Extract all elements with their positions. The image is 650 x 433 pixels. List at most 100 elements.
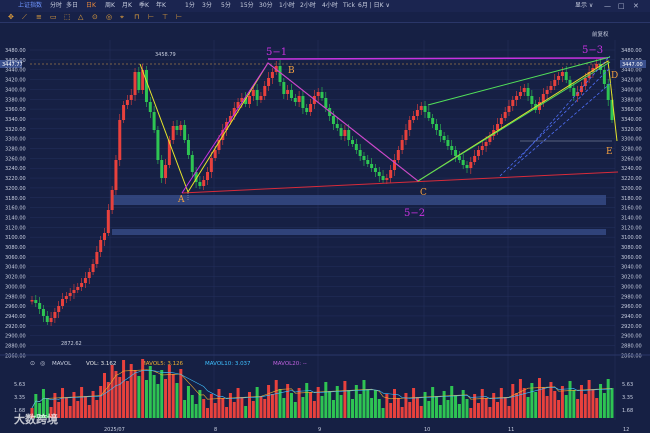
candle-body (30, 300, 34, 302)
line-tool-icon[interactable]: ⟋ (22, 13, 27, 21)
volume-bar (427, 401, 431, 418)
price-tick-left: 3240.00 (5, 166, 26, 172)
volume-bar (103, 373, 106, 418)
circle-tool-icon[interactable]: ⊙ (92, 13, 98, 21)
volume-bar (68, 406, 72, 418)
rect-tool-icon[interactable]: ▭ (50, 13, 57, 21)
volume-bar (263, 399, 267, 418)
left-price-tag: 3447.77 (0, 60, 23, 68)
candle-body (595, 64, 599, 68)
volume-bar (534, 392, 538, 418)
candle-body (110, 190, 114, 210)
period-selector[interactable]: 6月 | 日K ∨ (358, 2, 390, 9)
crosshair-tool-icon[interactable]: ✥ (8, 13, 14, 21)
channel-tool-icon[interactable]: ⊓ (134, 13, 140, 21)
display-menu[interactable]: 显示 ∨ (575, 2, 594, 9)
candle-body (248, 96, 251, 104)
candle-body (389, 170, 393, 178)
volume-bar (431, 387, 435, 418)
volume-bar (122, 360, 126, 418)
fuquan-button[interactable]: 前复权 (592, 30, 609, 38)
volume-bar (499, 388, 503, 418)
ray-tool-icon[interactable]: ⊢ (176, 13, 183, 21)
maximize-icon[interactable]: □ (618, 2, 625, 10)
candle-body (72, 290, 76, 293)
mavol5-value: MAVOL5: 3.126 (141, 361, 184, 367)
candle-body (320, 92, 324, 98)
minimize-icon[interactable]: — (604, 2, 611, 10)
kline-chart[interactable]: 5−1 5−2 5−3 A B C D E 3458.79 2872.62 34… (0, 23, 650, 433)
triangle-tool-icon[interactable]: △ (78, 13, 84, 21)
volume-bar (457, 404, 461, 418)
period-1h[interactable]: 1小时 (279, 2, 295, 9)
volume-bar (297, 388, 301, 418)
target-tool-icon[interactable]: ⌖ (120, 13, 124, 21)
volume-bar (175, 383, 179, 418)
candle-body (103, 233, 106, 240)
period-rik[interactable]: 日K (86, 2, 96, 9)
candle-body (549, 86, 553, 90)
candle-body (381, 176, 385, 180)
magenta-resistance-line[interactable] (267, 57, 609, 60)
volume-bar (57, 402, 61, 418)
candles[interactable] (30, 58, 614, 326)
price-tick: 3100.00 (621, 235, 642, 241)
green-channel-upper[interactable] (427, 56, 611, 106)
period-2h[interactable]: 2小时 (300, 2, 316, 9)
period-tick[interactable]: Tick (343, 2, 355, 9)
index-title[interactable]: 上证指数 (18, 2, 43, 9)
candle-body (282, 82, 286, 94)
price-tick-left: 2860.00 (5, 353, 26, 359)
green-channel-lower[interactable] (417, 61, 611, 182)
hline-tool-icon[interactable]: ⊢ (148, 13, 155, 21)
candle-body (251, 90, 255, 96)
ellipse-tool-icon[interactable]: ◎ (106, 13, 113, 21)
volume-bar (354, 385, 358, 418)
volume-bar (202, 399, 206, 418)
volume-bar (186, 386, 190, 418)
volume-bar (331, 400, 335, 418)
period-jik[interactable]: 季K (139, 2, 149, 9)
period-niank[interactable]: 年K (156, 2, 166, 9)
magenta-wave[interactable] (181, 62, 419, 194)
volume-bar (335, 386, 339, 418)
candle-body (473, 156, 477, 162)
label-c: C (420, 188, 427, 198)
period-fenshi[interactable]: 分时 (50, 2, 63, 9)
candle-body (144, 70, 148, 102)
period-30fen[interactable]: 30分 (259, 2, 273, 9)
box-tool-icon[interactable]: ⬚ (64, 13, 71, 21)
candle-body (171, 126, 175, 140)
period-zhouk[interactable]: 周K (105, 2, 115, 9)
candle-body (179, 125, 183, 130)
period-duori[interactable]: 多日 (66, 2, 79, 9)
period-15fen[interactable]: 15分 (240, 2, 254, 9)
volume-bar (179, 369, 183, 418)
volume-bar (579, 385, 583, 418)
volume-bar (530, 383, 534, 418)
volume-bar (49, 407, 53, 418)
parallel-tool-icon[interactable]: ≡ (36, 13, 42, 21)
price-tick: 3320.00 (621, 127, 642, 133)
period-5fen[interactable]: 5分 (221, 2, 231, 9)
svg-text:5.63: 5.63 (14, 382, 25, 388)
price-tick-left: 3220.00 (5, 176, 26, 182)
close-icon[interactable]: ✕ (633, 2, 639, 10)
vline-tool-icon[interactable]: ⊤ (162, 13, 169, 21)
candle-body (553, 80, 557, 86)
volume-bar (351, 399, 355, 418)
candle-body (339, 128, 343, 136)
period-3fen[interactable]: 3分 (202, 2, 212, 9)
volume-bar (385, 394, 389, 418)
volume-bar (106, 382, 110, 418)
candle-body (217, 140, 221, 150)
candle-body (335, 124, 339, 128)
drawn-lines[interactable] (30, 55, 619, 200)
volume-bar (602, 393, 606, 418)
red-support-line[interactable] (181, 171, 619, 194)
period-1fen[interactable]: 1分 (185, 2, 195, 9)
candle-body (347, 130, 351, 140)
period-4h[interactable]: 4小时 (322, 2, 338, 9)
period-yuek[interactable]: 月K (122, 2, 132, 9)
candle-body (57, 306, 61, 312)
